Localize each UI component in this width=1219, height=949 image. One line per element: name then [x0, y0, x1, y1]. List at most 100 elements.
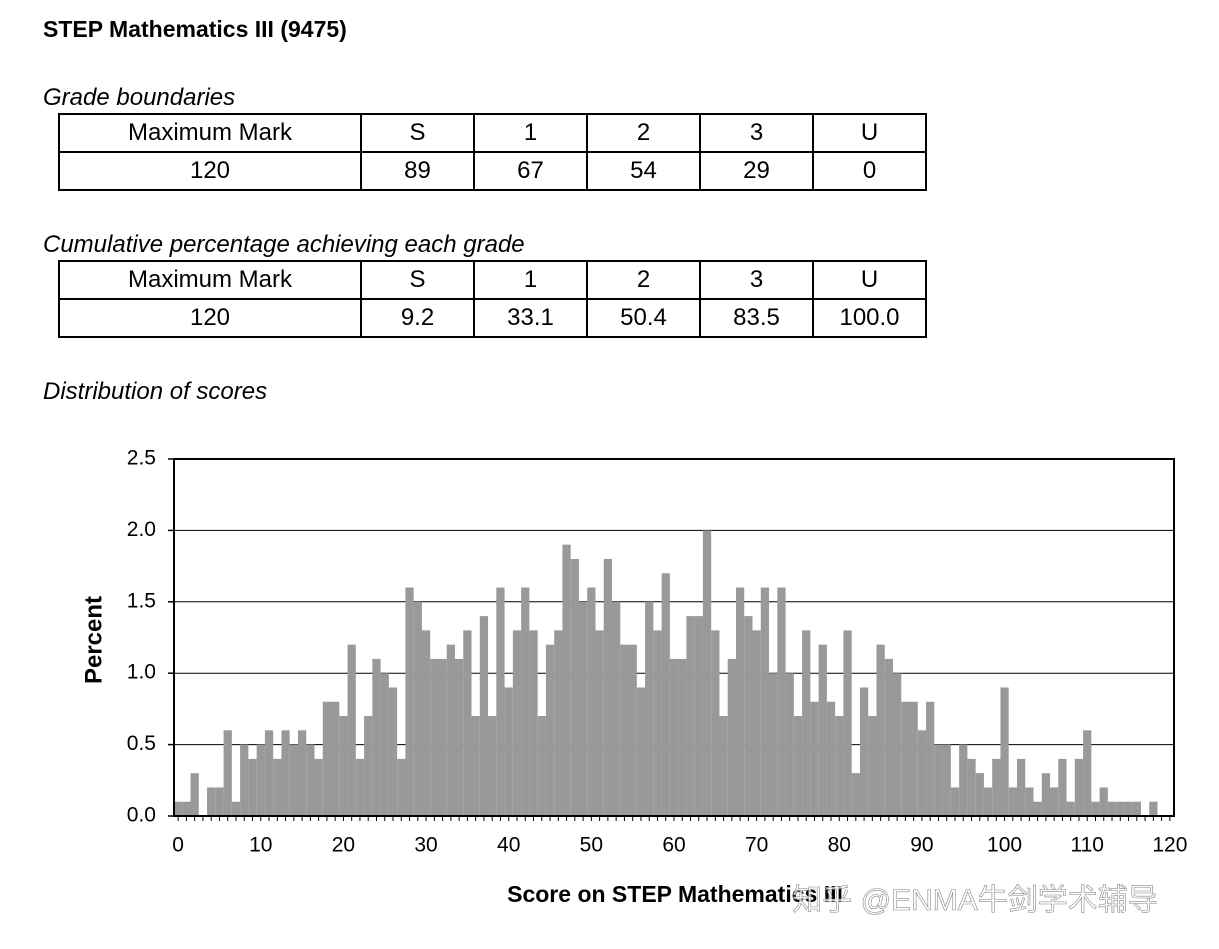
bar — [711, 630, 720, 816]
bar — [537, 716, 546, 816]
bar — [355, 758, 365, 816]
cumulative-table: Maximum Mark S 1 2 3 U 120 9.2 33.1 50.4 83.5 100.0 — [58, 260, 927, 338]
table-row: Maximum Mark S 1 2 3 U — [58, 260, 927, 300]
bar — [909, 701, 918, 816]
bar — [826, 701, 836, 816]
x-tick-label: 30 — [414, 834, 437, 857]
table-cell: 83.5 — [699, 298, 814, 338]
bar — [893, 673, 902, 816]
bar — [810, 701, 819, 816]
bar — [1074, 758, 1084, 816]
bar — [512, 630, 522, 816]
bar — [868, 716, 877, 816]
bar — [785, 673, 794, 816]
bar — [578, 601, 588, 816]
bar — [364, 716, 373, 816]
table-cell: 33.1 — [473, 298, 588, 338]
x-tick-label: 70 — [745, 834, 768, 857]
table-cell: S — [360, 113, 475, 153]
table-row: 120 89 67 54 29 0 — [58, 151, 927, 191]
table-cell: Maximum Mark — [58, 113, 362, 153]
bar — [1066, 801, 1075, 816]
section-title: Grade boundaries — [43, 84, 236, 111]
bar — [1132, 801, 1141, 816]
table-cell: 2 — [586, 113, 701, 153]
bar — [760, 587, 770, 816]
bar — [702, 530, 712, 816]
page-title: STEP Mathematics III (9475) — [43, 16, 347, 42]
bar — [851, 773, 860, 816]
bar — [231, 801, 241, 816]
bar — [1116, 801, 1125, 816]
bar — [240, 744, 249, 816]
bar — [314, 758, 323, 816]
bar — [397, 758, 406, 816]
table-cell: 29 — [699, 151, 814, 191]
bar — [562, 544, 571, 816]
bar — [446, 644, 455, 816]
bar — [504, 687, 513, 816]
bar — [835, 716, 844, 816]
bar — [1058, 758, 1067, 816]
section-title: Cumulative percentage achieving each gra… — [43, 231, 525, 258]
bar — [595, 630, 604, 816]
bar — [926, 701, 935, 816]
y-tick-label: 2.0 — [127, 518, 156, 541]
bar — [554, 630, 563, 816]
x-tick-label: 40 — [497, 834, 520, 857]
bar — [521, 587, 530, 816]
bar — [264, 730, 274, 816]
watermark: 知乎 @ENMA牛剑学术辅导 — [792, 884, 1157, 917]
y-tick-label: 1.5 — [127, 589, 156, 612]
table-cell: 1 — [473, 113, 588, 153]
y-axis-title: Percent — [80, 596, 107, 684]
bar — [256, 744, 265, 816]
x-tick-label: 80 — [828, 834, 851, 857]
bar — [719, 716, 728, 816]
table-cell: 0 — [812, 151, 927, 191]
bar — [587, 587, 596, 816]
bar — [438, 658, 447, 816]
table-cell: 54 — [586, 151, 701, 191]
x-tick-label: 20 — [332, 834, 355, 857]
table-cell: 120 — [58, 151, 362, 191]
bar — [339, 716, 348, 816]
x-tick-label: 90 — [910, 834, 933, 857]
table-cell: 9.2 — [360, 298, 475, 338]
bar — [1000, 687, 1009, 816]
bar — [182, 801, 191, 816]
bar — [727, 658, 736, 816]
bar — [430, 658, 439, 816]
table-cell: 1 — [473, 260, 588, 300]
section-title: Distribution of scores — [43, 378, 268, 405]
bar — [678, 658, 687, 816]
bar — [769, 673, 778, 816]
bar — [289, 744, 298, 816]
bar — [1016, 758, 1026, 816]
bar — [603, 558, 613, 816]
bar — [1033, 801, 1042, 816]
bar — [901, 701, 910, 816]
bar — [694, 616, 703, 816]
bar — [1050, 787, 1059, 816]
x-tick-label: 10 — [249, 834, 272, 857]
plot-frame — [173, 458, 1175, 817]
bar — [1149, 801, 1158, 816]
y-tick-label: 2.5 — [127, 447, 156, 470]
bar — [463, 630, 472, 816]
bar — [983, 787, 993, 816]
bar — [454, 658, 464, 816]
table-cell: S — [360, 260, 475, 300]
bar — [496, 587, 505, 816]
bar — [735, 587, 745, 816]
bar — [421, 630, 431, 816]
bar — [388, 687, 398, 816]
table-cell: 2 — [586, 260, 701, 300]
bar — [471, 716, 480, 816]
bar — [975, 773, 984, 816]
bar — [628, 644, 637, 816]
bar — [322, 701, 332, 816]
bar — [620, 644, 629, 816]
bar — [917, 730, 927, 816]
